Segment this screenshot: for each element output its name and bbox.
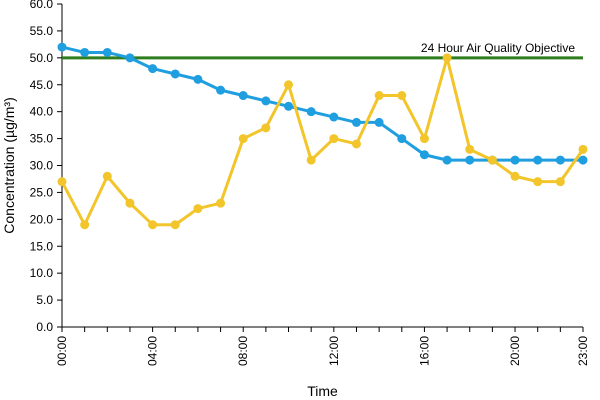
series-2-point xyxy=(306,155,316,165)
series-line-2 xyxy=(60,56,585,227)
y-tick-label: 40.0 xyxy=(30,105,54,119)
series-1-point xyxy=(57,42,67,52)
x-tick-label: 12:00 xyxy=(327,336,341,366)
y-tick-label: 55.0 xyxy=(30,24,54,38)
series-line-1 xyxy=(61,45,583,162)
x-tick-label: 04:00 xyxy=(146,336,160,366)
series-2-point xyxy=(148,220,158,230)
y-tick-label: 5.0 xyxy=(36,293,53,307)
x-axis-title: Time xyxy=(307,383,338,399)
series-1-point xyxy=(238,91,248,101)
series-1-point xyxy=(555,155,565,165)
series-1-point xyxy=(465,155,475,165)
x-tick-label: 08:00 xyxy=(236,336,250,366)
x-tick-label: 20:00 xyxy=(508,336,522,366)
series-2-point xyxy=(80,220,90,230)
series-2-point xyxy=(125,198,135,208)
series-2-point xyxy=(465,144,475,154)
x-tick-label: 23:00 xyxy=(576,336,590,366)
y-tick-label: 25.0 xyxy=(30,185,54,199)
series-2-point xyxy=(442,53,452,63)
series-group xyxy=(57,42,588,230)
series-2-point xyxy=(193,204,203,214)
series-2-point xyxy=(419,134,429,144)
series-2-point xyxy=(216,198,226,208)
series-2-point xyxy=(487,155,497,165)
series-1-point xyxy=(80,47,90,57)
series-1-point xyxy=(216,85,226,95)
series-1-point xyxy=(261,96,271,106)
series-2-point xyxy=(510,171,520,181)
series-1-point xyxy=(510,155,520,165)
reference-line-group: 24 Hour Air Quality Objective xyxy=(62,41,583,60)
series-2-point xyxy=(329,134,339,144)
x-tick-label: 16:00 xyxy=(417,336,431,366)
series-2-point xyxy=(102,171,112,181)
y-tick-label: 15.0 xyxy=(30,239,54,253)
series-1-point xyxy=(578,155,588,165)
series-2-point xyxy=(374,91,384,101)
y-tick-label: 0.0 xyxy=(36,320,53,334)
series-1-point xyxy=(351,117,361,127)
series-1-point xyxy=(306,107,316,117)
series-1-point xyxy=(374,117,384,127)
series-1-point xyxy=(397,134,407,144)
y-tick-label: 35.0 xyxy=(30,132,54,146)
series-1-point xyxy=(329,112,339,122)
series-2-point xyxy=(351,139,361,149)
series-1-point xyxy=(193,74,203,84)
y-axis-title: Concentration (µg/m³) xyxy=(1,97,17,233)
series-2-point xyxy=(555,177,565,187)
y-tick-label: 10.0 xyxy=(30,266,54,280)
x-tick-label: 00:00 xyxy=(55,336,69,366)
y-tick-label: 30.0 xyxy=(30,159,54,173)
reference-line-label: 24 Hour Air Quality Objective xyxy=(421,41,575,55)
series-1-point xyxy=(170,69,180,79)
y-tick-label: 50.0 xyxy=(30,51,54,65)
series-2-point xyxy=(238,134,248,144)
series-2-point xyxy=(261,123,271,133)
series-2-point xyxy=(397,91,407,101)
series-1-point xyxy=(533,155,543,165)
y-tick-label: 20.0 xyxy=(30,212,54,226)
series-2-point xyxy=(284,80,294,90)
series-1-point xyxy=(148,64,158,74)
series-2-point xyxy=(533,177,543,187)
series-1-point xyxy=(125,53,135,63)
series-2-point xyxy=(578,144,588,154)
y-tick-label: 45.0 xyxy=(30,78,54,92)
series-2-point xyxy=(170,220,180,230)
series-1-point xyxy=(442,155,452,165)
series-2-point xyxy=(57,177,67,187)
series-1-point xyxy=(419,150,429,160)
y-tick-label: 60.0 xyxy=(30,0,54,11)
series-1-point xyxy=(102,47,112,57)
ticks: 0.0 5.0 10.0 15.0 20.0 25.0 30.0 35.0 40.0 45.0 50… xyxy=(30,0,590,366)
series-1-point xyxy=(284,101,294,111)
